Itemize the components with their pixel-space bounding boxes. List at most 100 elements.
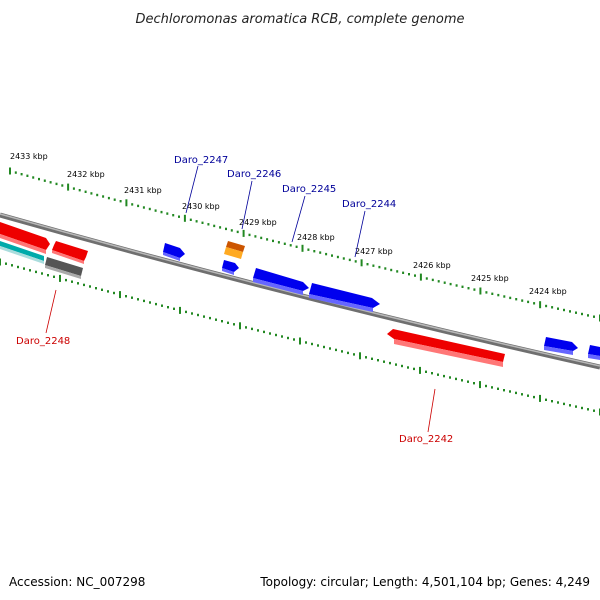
minor-tick <box>283 242 286 245</box>
gene-arrow-forward[interactable] <box>588 345 600 356</box>
minor-tick <box>29 269 31 272</box>
minor-tick <box>213 224 216 228</box>
major-tick <box>479 381 481 389</box>
gene-arrow-forward[interactable] <box>309 283 380 308</box>
minor-tick <box>545 398 547 401</box>
gene-arrow-reverse[interactable] <box>394 339 503 367</box>
minor-tick <box>461 285 464 288</box>
minor-tick <box>371 357 373 360</box>
gene-other[interactable] <box>45 265 81 279</box>
gene-arrow-forward[interactable] <box>544 346 573 355</box>
minor-tick <box>557 307 559 310</box>
major-tick <box>59 274 61 282</box>
scale-label: 2432 kbp <box>67 170 105 179</box>
gene-arrow-forward[interactable] <box>163 243 185 258</box>
minor-tick <box>72 187 75 190</box>
minor-tick <box>71 280 73 283</box>
minor-tick <box>527 394 529 397</box>
gene-arrow-forward[interactable] <box>253 278 303 295</box>
minor-tick <box>365 356 367 359</box>
minor-tick <box>275 333 277 337</box>
minor-tick <box>90 192 93 195</box>
minor-tick <box>527 300 530 304</box>
minor-tick <box>325 252 328 256</box>
minor-tick <box>65 278 67 282</box>
gene-arrow-reverse[interactable] <box>0 234 46 254</box>
minor-tick <box>125 295 127 298</box>
major-tick <box>539 394 541 402</box>
minor-tick <box>269 332 271 335</box>
gene-rna[interactable] <box>226 241 245 252</box>
minor-tick <box>313 250 316 253</box>
minor-tick <box>509 296 512 300</box>
gene-arrow-reverse[interactable] <box>387 329 505 362</box>
gene-label-daro-2246[interactable]: Daro_2246 <box>227 169 281 180</box>
minor-tick <box>569 310 571 313</box>
minor-tick <box>166 212 169 215</box>
lower-scale-ticks <box>0 258 600 416</box>
gene-teal[interactable] <box>0 241 44 261</box>
minor-tick <box>353 353 355 356</box>
minor-tick <box>581 406 583 410</box>
minor-tick <box>347 351 349 355</box>
gene-label-daro-2245[interactable]: Daro_2245 <box>282 184 336 195</box>
minor-tick <box>61 184 64 187</box>
minor-tick <box>425 370 427 373</box>
gene-arrow-forward[interactable] <box>588 354 600 360</box>
minor-tick <box>23 267 25 270</box>
minor-tick <box>551 306 554 309</box>
minor-tick <box>533 395 535 399</box>
gene-arrow-forward[interactable] <box>253 268 309 291</box>
gene-arrow-forward[interactable] <box>309 294 373 312</box>
minor-tick <box>142 206 145 209</box>
minor-tick <box>35 270 37 274</box>
minor-tick <box>563 402 565 406</box>
gene-label-daro-2248[interactable]: Daro_2248 <box>16 336 70 347</box>
minor-tick <box>443 281 446 284</box>
minor-tick <box>305 341 307 344</box>
minor-tick <box>497 387 499 390</box>
gene-arrow-forward[interactable] <box>163 252 180 261</box>
gene-arrow-forward[interactable] <box>222 268 234 275</box>
gene-teal-light[interactable] <box>0 246 44 264</box>
minor-tick <box>17 265 19 269</box>
minor-tick <box>587 408 589 411</box>
minor-tick <box>77 282 79 285</box>
minor-tick <box>384 267 387 270</box>
minor-tick <box>277 241 280 244</box>
gene-label-daro-2242[interactable]: Daro_2242 <box>399 434 453 445</box>
scale-label: 2426 kbp <box>413 261 451 270</box>
minor-tick <box>113 291 115 295</box>
gene-arrow-forward[interactable] <box>544 337 578 351</box>
minor-tick <box>455 377 457 381</box>
minor-tick <box>189 218 192 221</box>
minor-tick <box>55 182 58 186</box>
gene-arrow-forward[interactable] <box>222 260 239 272</box>
minor-tick <box>195 220 198 223</box>
major-tick <box>479 287 482 295</box>
minor-tick <box>485 291 488 294</box>
minor-tick <box>95 287 97 290</box>
minor-tick <box>377 359 379 362</box>
minor-tick <box>11 264 13 267</box>
gene-arrow-reverse[interactable] <box>0 222 50 250</box>
minor-tick <box>307 248 310 251</box>
major-tick <box>359 352 361 360</box>
minor-tick <box>443 374 445 378</box>
minor-tick <box>148 207 151 211</box>
minor-tick <box>215 318 217 321</box>
minor-tick <box>107 290 109 293</box>
major-tick <box>539 301 542 309</box>
minor-tick <box>342 257 345 260</box>
minor-tick <box>233 323 235 326</box>
gene-label-daro-2244[interactable]: Daro_2244 <box>342 199 396 210</box>
minor-tick <box>225 227 227 231</box>
gene-arrow-reverse[interactable] <box>52 241 88 261</box>
gene-arrow-reverse[interactable] <box>52 250 84 264</box>
gene-rna[interactable] <box>224 247 243 259</box>
minor-tick <box>437 373 439 376</box>
gene-label-daro-2247[interactable]: Daro_2247 <box>174 155 228 166</box>
major-tick <box>360 259 363 267</box>
gene-other[interactable] <box>45 257 83 276</box>
